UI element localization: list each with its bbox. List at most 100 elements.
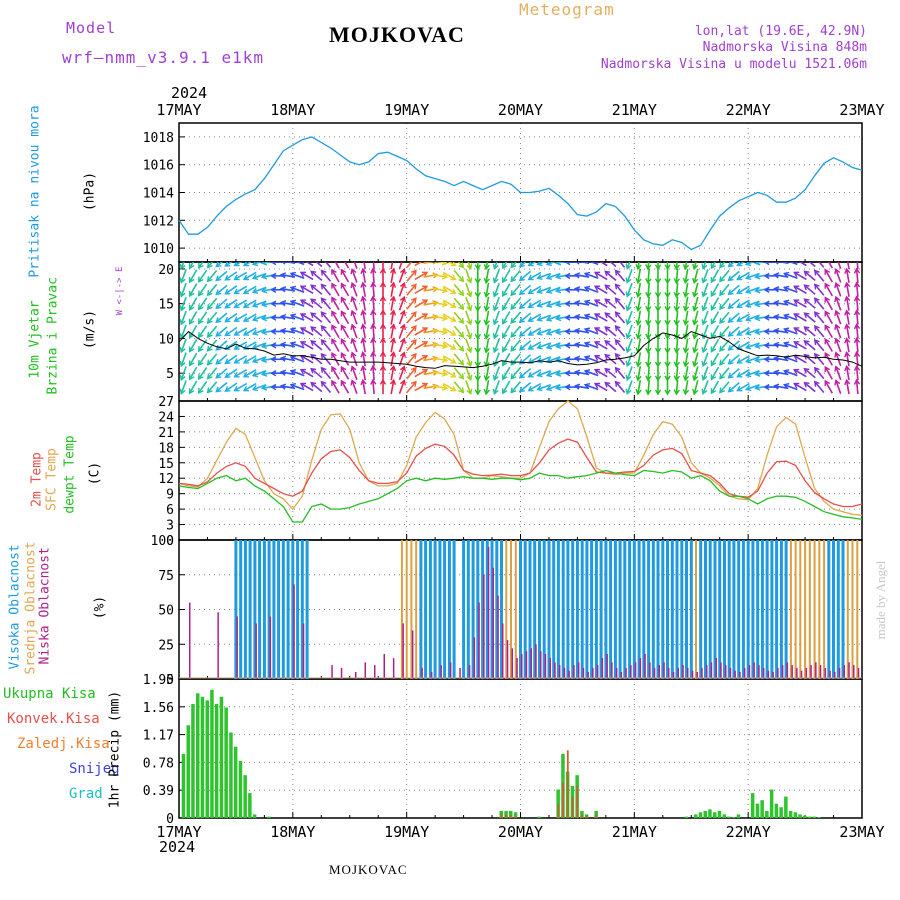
wind-arrow bbox=[626, 380, 633, 394]
wind-arrow bbox=[719, 325, 730, 338]
wind-arrow bbox=[340, 297, 350, 311]
wind-arrow-head bbox=[692, 277, 699, 285]
wind-arrow-head bbox=[554, 287, 562, 294]
wind-arrow-head bbox=[727, 317, 734, 323]
wind-arrow bbox=[414, 382, 428, 392]
wind-arrow bbox=[362, 338, 366, 353]
cloud-low-bar bbox=[340, 667, 343, 679]
wind-arrow bbox=[300, 313, 314, 322]
wind-arrow bbox=[793, 355, 807, 364]
wind-arrow-head bbox=[554, 314, 562, 322]
cloud-mid-bar bbox=[514, 540, 517, 679]
cloud-low-bar bbox=[634, 662, 637, 679]
wind-arrow-head bbox=[763, 328, 770, 335]
wind-arrow-head bbox=[215, 262, 222, 268]
cloud-low-bar bbox=[810, 665, 812, 679]
cloud-high-bar bbox=[727, 540, 731, 679]
cloud-high-bar bbox=[718, 540, 722, 679]
wind-arrow-head bbox=[502, 318, 508, 325]
wind-arrow-head bbox=[783, 369, 790, 376]
wind-arrow bbox=[362, 282, 366, 297]
wind-arrow-head bbox=[320, 269, 327, 276]
wind-arrow-head bbox=[604, 284, 611, 291]
wind-arrow bbox=[710, 311, 720, 325]
wind-arrow bbox=[837, 262, 842, 269]
cloud-mid-bar bbox=[813, 540, 816, 679]
wind-arrow bbox=[528, 285, 542, 294]
wind-arrow-head bbox=[421, 355, 429, 361]
wind-arrow bbox=[728, 284, 740, 295]
wind-arrow-head bbox=[754, 314, 761, 322]
wind-arrow bbox=[626, 262, 631, 269]
wind-arrow-head bbox=[360, 378, 367, 386]
wind-arrow-head bbox=[331, 365, 337, 373]
cloud-high-bar bbox=[547, 540, 551, 679]
wind-arrow-head bbox=[614, 311, 621, 318]
wind-arrow bbox=[351, 324, 358, 339]
wind-arrow-head bbox=[545, 262, 553, 267]
cloud-high-bar bbox=[746, 540, 750, 679]
wind-arrow-head bbox=[399, 351, 406, 358]
wind-arrow-head bbox=[233, 316, 240, 322]
wind-arrow-head bbox=[289, 299, 297, 306]
wind-arrow-head bbox=[719, 345, 725, 352]
wind-arrow-head bbox=[350, 295, 357, 303]
cloud-low-bar bbox=[516, 658, 518, 679]
wind-arrow bbox=[510, 325, 521, 338]
cloud-high-bar bbox=[723, 540, 726, 679]
cloud-high-bar bbox=[476, 540, 480, 679]
wind-arrow-head bbox=[331, 379, 337, 387]
wind-arrow-head bbox=[441, 262, 449, 266]
wind-arrow-head bbox=[573, 313, 581, 321]
wind-arrow bbox=[637, 262, 640, 270]
x-tick-label-top: 20MAY bbox=[498, 101, 543, 119]
wind-arrow-head bbox=[773, 383, 780, 390]
wind-arrow bbox=[485, 324, 490, 339]
y-tick-label-pressure: 1010 bbox=[143, 242, 174, 257]
wind-arrow bbox=[390, 324, 395, 339]
wind-arrow bbox=[351, 269, 358, 283]
wind-arrow-head bbox=[645, 361, 652, 368]
wind-arrow bbox=[710, 338, 720, 352]
wind-arrow bbox=[594, 327, 608, 336]
wind-arrow-head bbox=[803, 353, 810, 360]
wind-arrow-head bbox=[710, 346, 717, 353]
wind-arrow-head bbox=[803, 270, 810, 277]
wind-arrow bbox=[465, 296, 472, 311]
precip-total-bar bbox=[238, 761, 243, 818]
wind-arrow bbox=[519, 262, 527, 268]
cloud-high-bar bbox=[737, 540, 741, 679]
cloud-high-bar bbox=[424, 540, 428, 679]
wind-arrow-head bbox=[483, 375, 490, 382]
wind-arrow bbox=[310, 340, 323, 351]
wind-arrow bbox=[528, 313, 542, 322]
precip-total-bar bbox=[812, 816, 817, 818]
wind-arrow bbox=[537, 342, 552, 349]
cloud-high-bar bbox=[419, 540, 423, 679]
wind-arrow-head bbox=[654, 375, 662, 382]
wind-arrow-head bbox=[554, 328, 562, 336]
wind-arrow bbox=[693, 324, 699, 339]
wind-arrow bbox=[340, 325, 350, 338]
wind-arrow bbox=[351, 338, 358, 353]
wind-arrow-head bbox=[616, 257, 621, 262]
wind-arrow bbox=[594, 369, 608, 378]
wind-arrow-head bbox=[458, 276, 465, 283]
precip-total-bar bbox=[267, 816, 271, 818]
wind-arrow bbox=[447, 262, 456, 267]
wind-arrow-head bbox=[745, 357, 752, 364]
wind-arrow-head bbox=[188, 388, 195, 395]
wind-arrow-head bbox=[583, 355, 591, 362]
wind-arrow-head bbox=[215, 303, 222, 310]
wind-arrow-head bbox=[224, 262, 231, 267]
wind-arrow bbox=[626, 296, 633, 311]
cloud-low-bar bbox=[558, 665, 561, 679]
wind-arrow-head bbox=[773, 341, 780, 349]
wind-arrow bbox=[189, 283, 198, 297]
wind-arrow bbox=[719, 262, 726, 268]
wind-arrow bbox=[340, 352, 350, 366]
wind-arrow-head bbox=[179, 374, 186, 382]
wind-arrow-head bbox=[340, 310, 347, 317]
cloud-low-bar bbox=[701, 667, 703, 679]
cloud-low-bar bbox=[696, 672, 698, 679]
